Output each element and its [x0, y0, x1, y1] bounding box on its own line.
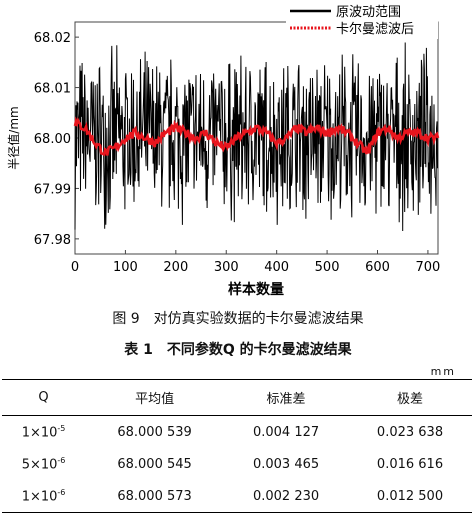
y-tick-label: 68.02 — [34, 31, 71, 46]
y-axis-label: 半径值/mm — [6, 106, 21, 169]
cell-range: 0.023 638 — [376, 424, 444, 440]
series-raw-line — [74, 42, 438, 232]
y-tick-label: 68.01 — [34, 82, 71, 97]
series-filtered-line — [73, 116, 440, 157]
x-tick-label: 100 — [113, 260, 138, 275]
cell-q: 1×10-5 — [21, 423, 66, 441]
x-tick-label: 500 — [315, 260, 340, 275]
x-tick-label: 600 — [365, 260, 390, 275]
cell-range: 0.012 500 — [348, 480, 472, 513]
y-tick-label: 68.00 — [34, 132, 71, 147]
x-tick-label: 0 — [71, 260, 79, 275]
cell-std: 0.003 465 — [252, 456, 320, 472]
cell-std: 0.004 127 — [252, 424, 320, 440]
cell-std: 0.002 230 — [224, 480, 349, 513]
y-tick-label: 67.98 — [34, 233, 71, 248]
table-caption: 表 1 不同参数Q 的卡尔曼滤波结果 — [124, 342, 352, 358]
results-table: Q 平均值 标准差 极差 1×10-5 68.000 539 0.004 127… — [2, 379, 472, 513]
table-header-row: Q 平均值 标准差 极差 — [2, 379, 472, 416]
x-tick-label: 300 — [214, 260, 239, 275]
x-tick-label: 400 — [264, 260, 289, 275]
header-std: 标准差 — [224, 379, 349, 416]
chart: 0 100 200 300 400 500 600 700 68.02 68.01 68.00 67.… — [6, 1, 441, 298]
header-q: Q — [2, 379, 86, 416]
cell-mean: 68.000 539 — [117, 424, 192, 440]
table-unit: mm — [430, 365, 456, 378]
header-range: 极差 — [348, 379, 472, 416]
table-row: 1×10-6 68.000 573 0.002 230 0.012 500 — [2, 480, 472, 513]
x-tick-label: 200 — [163, 260, 188, 275]
legend-label-filtered: 卡尔曼滤波后 — [336, 22, 414, 37]
header-mean: 平均值 — [85, 379, 225, 416]
y-tick-label: 67.99 — [34, 182, 71, 197]
cell-q: 1×10-6 — [2, 480, 86, 513]
cell-range: 0.016 616 — [376, 456, 444, 472]
cell-q: 5×10-6 — [21, 455, 66, 473]
table-row: 5×10-6 68.000 545 0.003 465 0.016 616 — [2, 448, 472, 480]
cell-mean: 68.000 573 — [85, 480, 225, 513]
x-tick-label: 700 — [416, 260, 441, 275]
table-row: 1×10-5 68.000 539 0.004 127 0.023 638 — [2, 416, 472, 449]
figure-caption: 图 9 对仿真实验数据的卡尔曼滤波结果 — [112, 311, 364, 327]
x-axis-label: 样本数量 — [228, 281, 284, 298]
legend: 原波动范围 卡尔曼滤波后 — [286, 1, 438, 39]
cell-mean: 68.000 545 — [117, 456, 192, 472]
legend-label-raw: 原波动范围 — [336, 5, 401, 20]
